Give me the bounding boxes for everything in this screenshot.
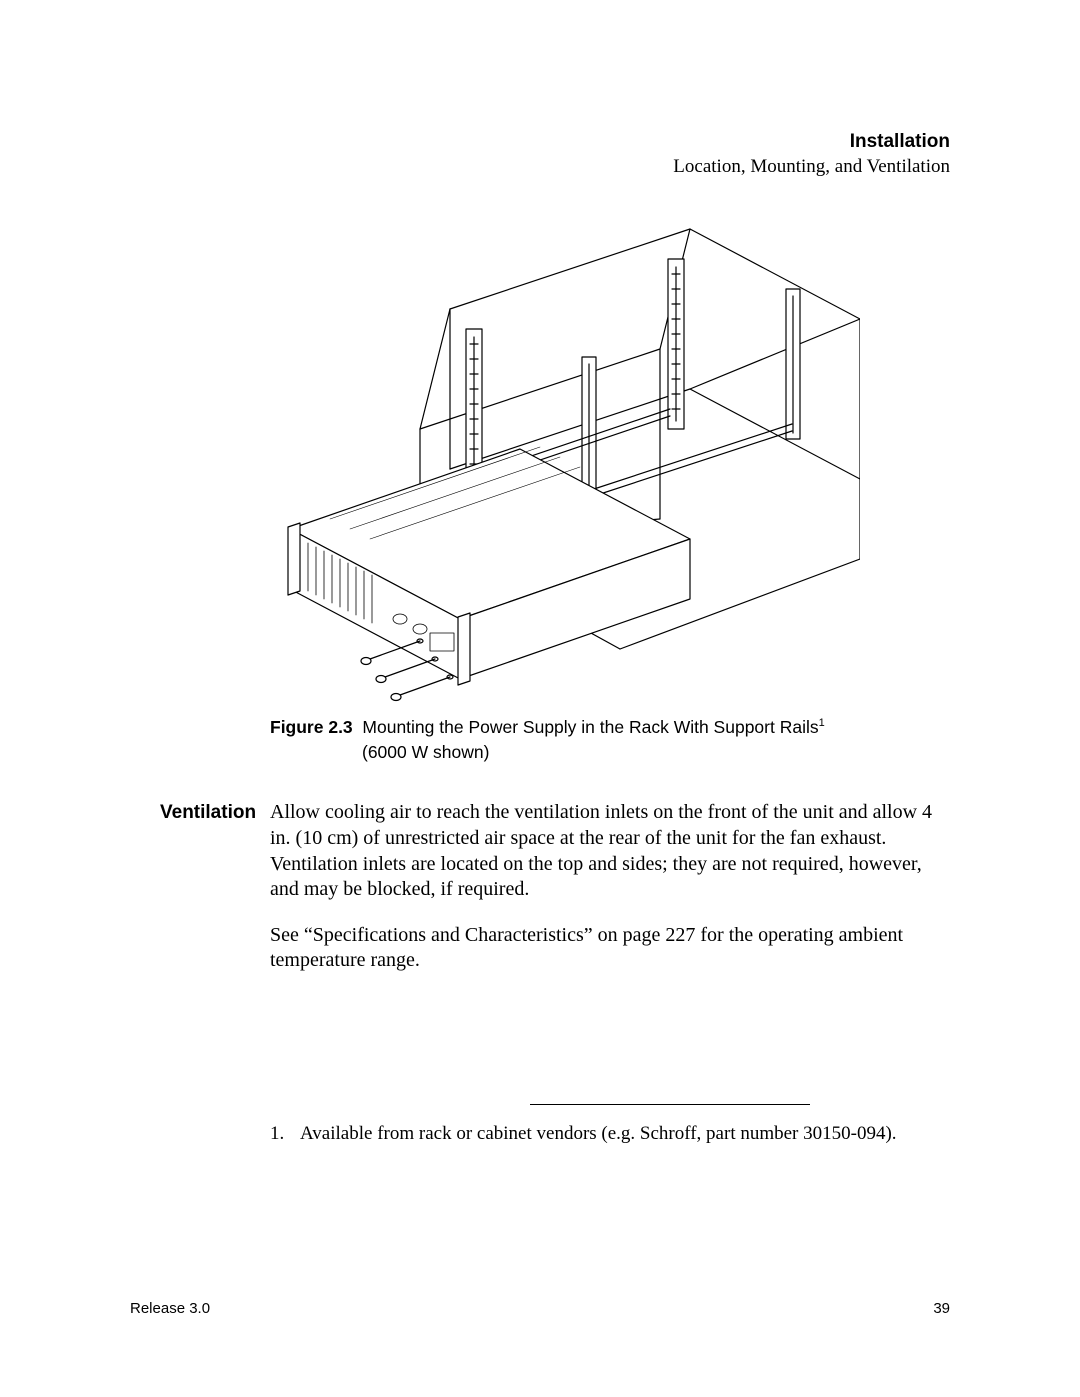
paragraph-2: See “Specifications and Characteristics”… bbox=[270, 923, 950, 974]
figure-caption-main: Mounting the Power Supply in the Rack Wi… bbox=[362, 717, 818, 737]
ventilation-section: Ventilation Allow cooling air to reach t… bbox=[160, 800, 950, 994]
footnote-rule bbox=[530, 1104, 810, 1105]
figure-caption-sub: (6000 W shown) bbox=[362, 742, 489, 762]
figure-label: Figure 2.3 bbox=[270, 717, 353, 737]
section-body: Allow cooling air to reach the ventilati… bbox=[270, 800, 950, 994]
footer-release: Release 3.0 bbox=[130, 1300, 210, 1317]
section-heading: Ventilation bbox=[160, 800, 270, 994]
figure-caption: Figure 2.3 Mounting the Power Supply in … bbox=[270, 715, 950, 764]
page-footer: Release 3.0 39 bbox=[130, 1300, 950, 1317]
figure: Figure 2.3 Mounting the Power Supply in … bbox=[270, 219, 950, 764]
footer-page-number: 39 bbox=[933, 1300, 950, 1317]
page: Installation Location, Mounting, and Ven… bbox=[0, 0, 1080, 1397]
figure-illustration bbox=[270, 219, 860, 709]
footnote-number: 1. bbox=[270, 1123, 300, 1145]
figure-caption-footnote-ref: 1 bbox=[819, 718, 825, 730]
footnote: 1. Available from rack or cabinet vendor… bbox=[270, 1123, 950, 1145]
header-subtitle: Location, Mounting, and Ventilation bbox=[130, 155, 950, 180]
footnote-text: Available from rack or cabinet vendors (… bbox=[300, 1123, 897, 1145]
header-title: Installation bbox=[130, 130, 950, 155]
paragraph-1: Allow cooling air to reach the ventilati… bbox=[270, 800, 950, 902]
page-header: Installation Location, Mounting, and Ven… bbox=[130, 130, 950, 179]
